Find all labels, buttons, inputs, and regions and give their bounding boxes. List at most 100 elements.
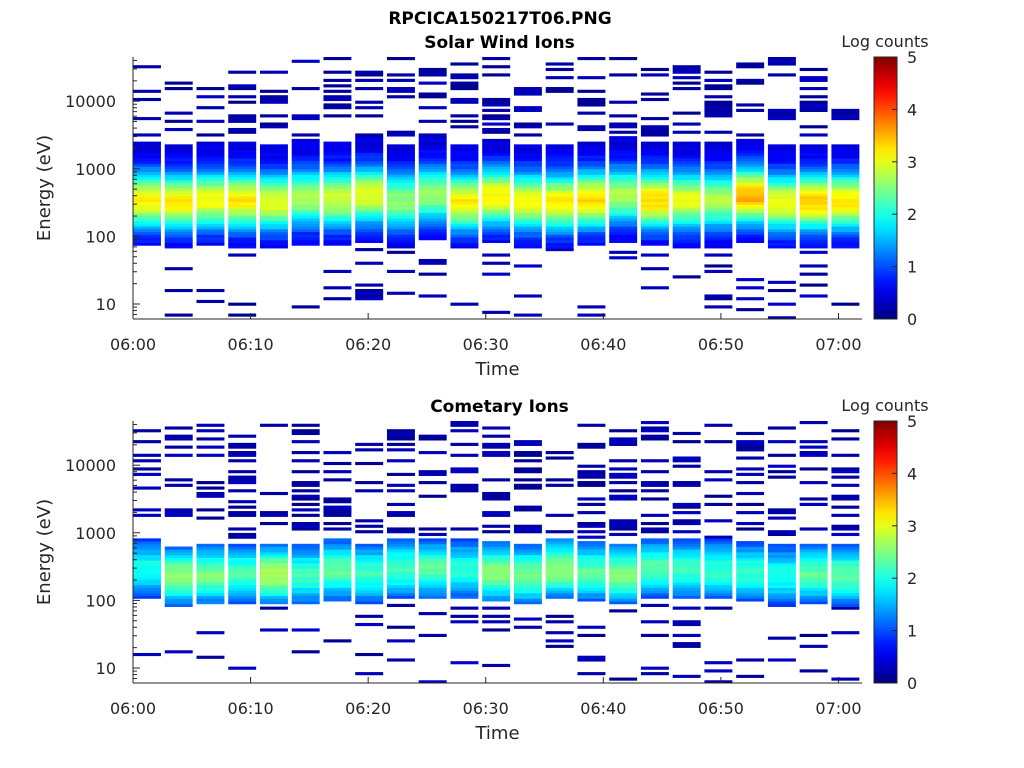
spectrogram-cell (672, 70, 701, 74)
spectrogram-cell (291, 152, 320, 156)
spectrogram-cell (228, 532, 257, 537)
spectrogram-cell (577, 237, 606, 241)
spectrogram-cell (609, 212, 638, 216)
spectrogram-cell (450, 237, 479, 241)
spectrogram-cell (355, 157, 384, 162)
spectrogram-cell (386, 549, 415, 553)
spectrogram-cell (259, 231, 288, 235)
spectrogram-cell (418, 552, 447, 556)
spectrogram-cell (228, 130, 257, 134)
spectrogram-cell (386, 437, 415, 441)
spectrogram-cell (640, 117, 669, 121)
x-tick-label: 06:10 (228, 699, 274, 718)
spectrogram-cell (704, 174, 733, 178)
spectrogram-cell (355, 138, 384, 143)
spectrogram-cell (577, 549, 606, 553)
x-tick-label: 06:40 (580, 699, 626, 718)
spectrogram-cell (133, 168, 161, 173)
spectrogram-cell (323, 106, 352, 110)
spectrogram-cell (609, 595, 638, 599)
spectrogram-cell (133, 182, 161, 186)
spectrogram-cell (196, 299, 225, 304)
spectrogram-cell (831, 182, 860, 186)
spectrogram-cell (450, 576, 479, 580)
spectrogram-cell (704, 87, 733, 91)
spectrogram-cell (196, 198, 225, 203)
spectrogram-cell (291, 598, 320, 602)
spectrogram-cell (323, 562, 352, 567)
spectrogram-cell (767, 59, 796, 63)
spectrogram-cell (640, 215, 669, 219)
spectrogram-cell (386, 179, 415, 183)
spectrogram-cell (672, 245, 701, 249)
spectrogram-cell (164, 144, 193, 148)
spectrogram-cell (291, 527, 320, 531)
spectrogram-cell (228, 215, 257, 219)
spectrogram-cell (672, 226, 701, 230)
spectrogram-cell (259, 587, 288, 591)
spectrogram-cell (164, 557, 193, 561)
spectrogram-cell (291, 177, 320, 181)
spectrogram-cell (672, 519, 701, 523)
spectrogram-cell (767, 573, 796, 577)
spectrogram-cell (609, 57, 638, 61)
spectrogram-cell (672, 209, 701, 213)
spectrogram-cell (291, 571, 320, 575)
spectrogram-cell (767, 636, 796, 640)
spectrogram-cell (228, 95, 257, 99)
spectrogram-cell (164, 571, 193, 575)
spectrogram-cell (672, 212, 701, 216)
spectrogram-cell (196, 144, 225, 148)
spectrogram-cell (736, 212, 765, 216)
spectrogram-cell (672, 571, 701, 575)
spectrogram-cell (482, 141, 511, 145)
spectrogram-cell (799, 152, 828, 156)
spectrogram-cell (672, 163, 701, 167)
spectrogram-cell (513, 185, 542, 189)
spectrogram-cell (164, 426, 193, 430)
spectrogram-cell (259, 228, 288, 233)
spectrogram-cell (291, 226, 320, 230)
spectrogram-cell (228, 571, 257, 575)
spectrogram-cell (386, 228, 415, 233)
spectrogram-cell (831, 483, 860, 487)
spectrogram-cell (672, 242, 701, 246)
spectrogram-cell (164, 119, 193, 123)
x-tick-label: 07:00 (815, 335, 861, 354)
spectrogram-cell (482, 560, 511, 564)
spectrogram-cell (831, 171, 860, 175)
y-tick-label: 10000 (65, 456, 116, 475)
spectrogram-cell (386, 149, 415, 153)
spectrogram-cell (133, 141, 161, 145)
spectrogram-cell (196, 601, 225, 605)
spectrogram-cell (577, 598, 606, 602)
spectrogram-cell (228, 513, 257, 517)
spectrogram-cell (386, 562, 415, 567)
spectrogram-cell (640, 239, 669, 243)
spectrogram-cell (228, 144, 257, 148)
spectrogram-cell (640, 168, 669, 173)
spectrogram-cell (577, 562, 606, 567)
spectrogram-cell (133, 576, 161, 580)
spectrogram-cell (767, 560, 796, 564)
spectrogram-cell (799, 549, 828, 553)
spectrogram-cell (767, 231, 796, 235)
spectrogram-cell (323, 587, 352, 591)
spectrogram-cell (291, 628, 320, 632)
spectrogram-cell (418, 223, 447, 227)
spectrogram-cell (640, 149, 669, 153)
spectrogram-cell (196, 631, 225, 635)
spectrogram-cell (228, 562, 257, 567)
spectrogram-cell (196, 204, 225, 208)
spectrogram-cell (291, 481, 320, 485)
spectrogram-cell (418, 92, 447, 96)
spectrogram-cell (799, 283, 828, 287)
colorbar-tick-label: 2 (907, 205, 917, 224)
spectrogram-cell (799, 590, 828, 594)
spectrogram-cell (133, 133, 161, 137)
spectrogram-cell (196, 149, 225, 153)
spectrogram-cell (482, 201, 511, 205)
spectrogram-cell (386, 543, 415, 547)
spectrogram-cell (228, 220, 257, 224)
